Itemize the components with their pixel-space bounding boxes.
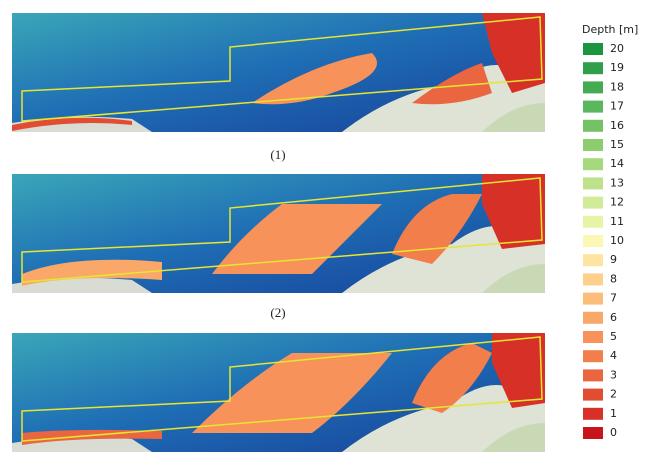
panel-label: (1)	[270, 147, 285, 162]
legend-swatch	[583, 139, 603, 151]
legend-label: 15	[610, 138, 624, 151]
legend-swatch	[583, 389, 603, 401]
figure: (1) (2) Depth [m] 2019181716151413121110…	[0, 0, 659, 452]
legend-swatch	[583, 43, 603, 55]
legend-swatch	[583, 293, 603, 305]
legend-swatch	[583, 235, 603, 247]
legend-swatch	[583, 273, 603, 285]
legend-label: 12	[610, 196, 624, 209]
legend-swatch	[583, 120, 603, 132]
legend-swatch	[583, 101, 603, 113]
legend-label: 1	[610, 407, 617, 420]
legend-label: 20	[610, 42, 624, 55]
map-panel	[12, 333, 545, 452]
legend-swatch	[583, 197, 603, 209]
legend-swatch	[583, 81, 603, 93]
legend-label: 2	[610, 388, 617, 401]
legend-label: 14	[610, 157, 624, 170]
map-panel	[12, 174, 545, 293]
legend-label: 0	[610, 426, 617, 439]
legend-label: 4	[610, 349, 617, 362]
legend-label: 19	[610, 61, 624, 74]
panel-label: (2)	[270, 305, 285, 320]
legend-swatch	[583, 331, 603, 343]
legend-label: 8	[610, 272, 617, 285]
legend-label: 5	[610, 330, 617, 343]
legend-swatch	[583, 369, 603, 381]
map-panel	[12, 13, 545, 132]
legend-swatch	[583, 177, 603, 189]
legend-swatch	[583, 350, 603, 362]
legend-label: 6	[610, 311, 617, 324]
legend-swatch	[583, 312, 603, 324]
legend-label: 13	[610, 176, 624, 189]
legend-swatch	[583, 408, 603, 420]
legend-swatch	[583, 254, 603, 266]
legend-swatch	[583, 62, 603, 74]
page: {"panels": [{"label": "(1)"}, {"label": …	[0, 0, 659, 452]
legend-label: 11	[610, 215, 624, 228]
legend-label: 18	[610, 80, 624, 93]
legend-label: 16	[610, 119, 624, 132]
legend-swatch	[583, 158, 603, 170]
legend-label: 9	[610, 253, 617, 266]
legend-title: Depth [m]	[582, 23, 638, 36]
legend-label: 7	[610, 292, 617, 305]
legend-swatch	[583, 216, 603, 228]
legend-label: 3	[610, 368, 617, 381]
legend-label: 17	[610, 100, 624, 113]
legend-label: 10	[610, 234, 624, 247]
legend-swatch	[583, 427, 603, 439]
